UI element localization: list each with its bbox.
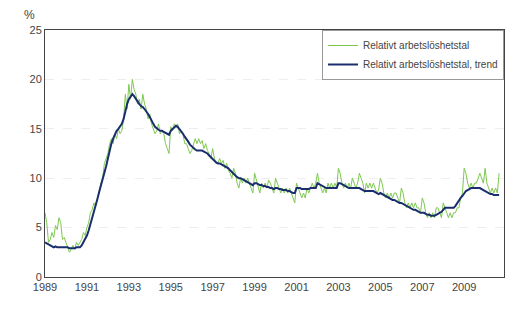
svg-text:10: 10 — [30, 172, 42, 184]
svg-text:2001: 2001 — [284, 281, 308, 293]
svg-text:1991: 1991 — [75, 281, 99, 293]
svg-text:1989: 1989 — [33, 281, 57, 293]
svg-text:15: 15 — [30, 123, 42, 135]
svg-text:25: 25 — [30, 24, 42, 36]
svg-text:1999: 1999 — [242, 281, 266, 293]
svg-text:2009: 2009 — [452, 281, 476, 293]
svg-text:Relativt arbetslöshetstal, tre: Relativt arbetslöshetstal, trend — [363, 59, 498, 70]
svg-text:%: % — [24, 8, 35, 22]
svg-text:1995: 1995 — [159, 281, 183, 293]
svg-text:1997: 1997 — [200, 281, 224, 293]
svg-text:20: 20 — [30, 73, 42, 85]
svg-text:Relativt arbetslöshetstal: Relativt arbetslöshetstal — [363, 40, 469, 51]
svg-text:2005: 2005 — [368, 281, 392, 293]
svg-text:2007: 2007 — [410, 281, 434, 293]
svg-text:1993: 1993 — [117, 281, 141, 293]
svg-text:0: 0 — [36, 271, 42, 283]
svg-text:5: 5 — [36, 221, 42, 233]
svg-text:2003: 2003 — [326, 281, 350, 293]
